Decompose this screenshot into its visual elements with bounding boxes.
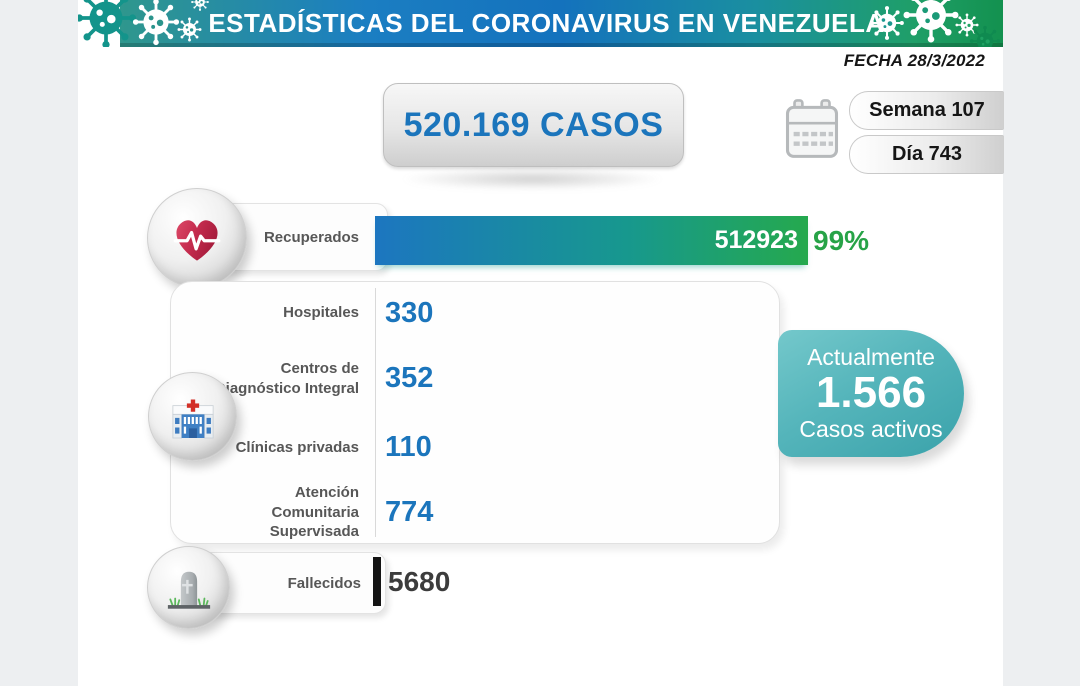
facility-label: Hospitales — [283, 304, 359, 322]
virus-icon — [130, 0, 182, 47]
hospital-icon — [171, 399, 214, 438]
recovered-label: Recuperados — [263, 228, 359, 246]
facility-value: 352 — [385, 362, 434, 394]
recovered-value: 512923 — [714, 226, 798, 254]
facility-row-cdi: Centros de Diagnóstico Integral 352 — [171, 344, 779, 413]
week-badge: Semana 107 — [849, 91, 1004, 130]
active-cases-box: Actualmente 1.566 Casos activos — [778, 330, 964, 457]
day-badge-label: Día 743 — [891, 143, 963, 165]
header-banner: ESTADÍSTICAS DEL CORONAVIRUS EN VENEZUEL… — [78, 0, 1003, 47]
facilities-divider — [375, 288, 376, 537]
calendar-icon — [785, 99, 839, 158]
virus-icon — [190, 0, 210, 12]
facility-value: 110 — [385, 431, 432, 463]
deaths-value: 5680 — [388, 566, 451, 597]
facilities-panel: Hospitales 330 Centros de Diagnóstico In… — [170, 281, 780, 544]
virus-icon — [968, 24, 1002, 47]
page-title: ESTADÍSTICAS DEL CORONAVIRUS EN VENEZUEL… — [208, 8, 885, 38]
day-badge: Día 743 — [849, 135, 1004, 174]
total-cases-value: 520.169 CASOS — [403, 105, 664, 144]
virus-icon — [176, 16, 203, 43]
week-badge-label: Semana 107 — [869, 99, 985, 121]
facility-row-hospitales: Hospitales 330 — [171, 282, 779, 344]
left-margin-band — [0, 0, 78, 686]
cases-box-reflection — [400, 168, 665, 190]
total-cases-box: 520.169 CASOS — [383, 83, 684, 167]
deaths-bar — [373, 557, 381, 606]
facility-label: Atención Comunitaria Supervisada — [269, 484, 359, 541]
facility-value: 774 — [385, 496, 434, 528]
facility-value: 330 — [385, 296, 434, 329]
recovered-bar: 512923 — [375, 216, 808, 265]
facility-label: Centros de Diagnóstico Integral — [214, 360, 359, 397]
report-date: FECHA 28/3/2022 — [843, 51, 985, 70]
tombstone-icon — [167, 571, 210, 609]
facility-label: Clínicas privadas — [235, 438, 359, 456]
right-margin-band — [1003, 0, 1080, 686]
recovered-icon-circle — [147, 188, 247, 288]
deaths-label: Fallecidos — [287, 574, 361, 592]
heart-pulse-icon — [173, 220, 221, 261]
facilities-icon-circle — [148, 372, 237, 461]
recovered-percent: 99% — [813, 225, 870, 256]
header-banner-gradient: ESTADÍSTICAS DEL CORONAVIRUS EN VENEZUEL… — [120, 0, 1003, 47]
deaths-icon-circle — [147, 546, 230, 629]
active-cases-subcaption: Casos activos — [799, 415, 943, 442]
virus-icon — [900, 0, 962, 46]
active-cases-caption: Actualmente — [807, 344, 935, 371]
facility-row-clinicas: Clínicas privadas 110 — [171, 413, 779, 482]
facility-row-acs: Atención Comunitaria Supervisada 774 — [171, 482, 779, 543]
active-cases-value: 1.566 — [815, 368, 927, 418]
